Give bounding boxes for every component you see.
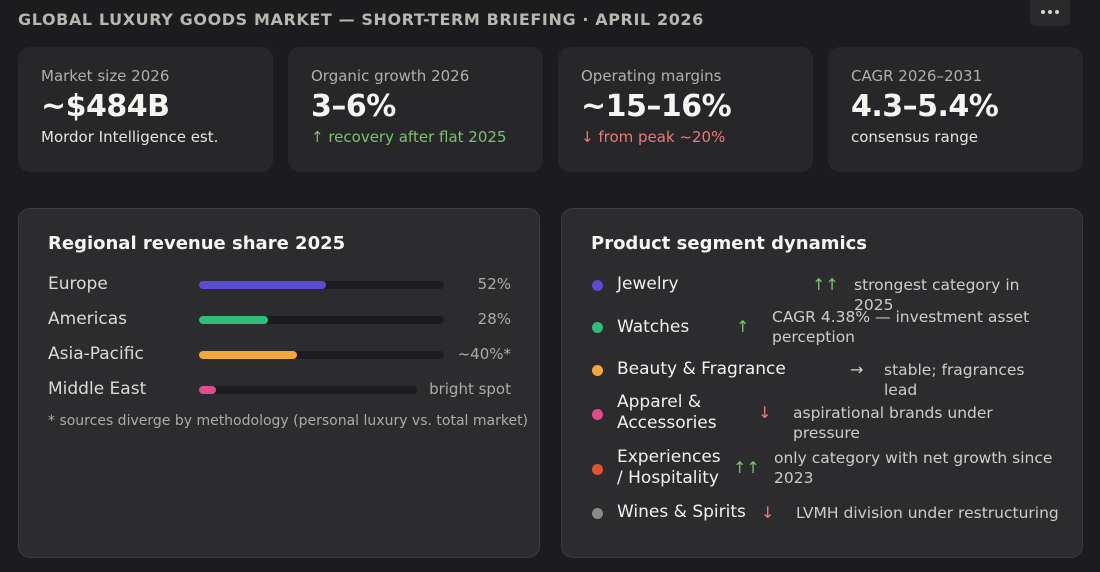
kpi-value: ~$484B [41, 89, 170, 124]
segment-note: only category with net growth since 2023 [774, 449, 1053, 487]
regional-footnote: * sources diverge by methodology (person… [48, 413, 529, 429]
kpi-note: consensus range [851, 128, 979, 146]
trend-flat-icon: → [850, 360, 864, 379]
kpi-card-market-size: Market size 2026 ~$484B Mordor Intellige… [18, 47, 273, 172]
trend-up-icon: ↑↑ [733, 458, 760, 477]
kpi-note-up: ↑ recovery after flat 2025 [311, 128, 507, 146]
segment-name: Watches [617, 317, 690, 337]
region-row-middle-east: Middle East bright spot [48, 379, 511, 401]
segment-row-wines-spirits: Wines & Spirits ↓ LVMH division under re… [591, 502, 1059, 524]
kpi-note: Mordor Intelligence est. [41, 128, 219, 146]
trend-up-icon: ↑↑ [812, 275, 839, 294]
regional-share-panel: Regional revenue share 2025 Europe 52% A… [18, 208, 540, 558]
kpi-value: 4.3–5.4% [851, 89, 999, 124]
region-bar-track [199, 351, 444, 359]
segment-name: Wines & Spirits [617, 502, 746, 522]
region-name: Europe [48, 274, 108, 294]
segment-dot [592, 464, 603, 475]
region-value: ~40%* [457, 345, 511, 363]
segment-note: CAGR 4.38% — investment asset perception [772, 308, 1030, 346]
region-value: 28% [477, 310, 511, 328]
segment-name: Beauty & Fragrance [617, 359, 786, 379]
segment-note: stable; fragrances lead [884, 361, 1025, 399]
region-bar-fill [199, 316, 268, 324]
region-row-europe: Europe 52% [48, 274, 511, 296]
region-bar-track [199, 386, 417, 394]
segment-dynamics-panel: Product segment dynamics Jewelry ↑↑ stro… [561, 208, 1083, 558]
segment-name: Experiences / Hospitality [617, 447, 721, 488]
ellipsis-icon [1041, 10, 1059, 14]
kpi-label: CAGR 2026–2031 [851, 67, 983, 85]
region-bar-fill [199, 351, 297, 359]
segment-panel-title: Product segment dynamics [591, 233, 868, 254]
page-title: GLOBAL LUXURY GOODS MARKET — SHORT-TERM … [18, 10, 704, 29]
trend-down-icon: ↓ [761, 503, 775, 522]
kpi-card-operating-margins: Operating margins ~15–16% ↓ from peak ~2… [558, 47, 813, 172]
kpi-value: 3–6% [311, 89, 396, 124]
trend-down-icon: ↓ [758, 403, 772, 422]
region-row-asia-pacific: Asia-Pacific ~40%* [48, 344, 511, 366]
kpi-label: Operating margins [581, 67, 722, 85]
segment-dot [592, 365, 603, 376]
kpi-note-down: ↓ from peak ~20% [581, 128, 726, 146]
segment-dot [592, 280, 603, 291]
region-bar-track [199, 316, 444, 324]
segment-note: LVMH division under restructuring [796, 504, 1059, 522]
segment-name: Apparel & Accessories [617, 392, 717, 433]
segment-row-jewelry: Jewelry ↑↑ strongest category in 2025 [591, 274, 1055, 314]
trend-up-icon: ↑ [736, 317, 750, 336]
segment-row-experiences-hospitality: Experiences / Hospitality ↑↑ only catego… [591, 447, 1055, 491]
segment-dot [592, 322, 603, 333]
region-bar-fill [199, 386, 217, 394]
kpi-card-organic-growth: Organic growth 2026 3–6% ↑ recovery afte… [288, 47, 543, 172]
segment-note: aspirational brands under pressure [793, 404, 993, 442]
segment-row-watches: Watches ↑ CAGR 4.38% — investment asset … [591, 307, 1055, 349]
region-bar-track [199, 281, 444, 289]
region-name: Middle East [48, 379, 147, 399]
segment-row-apparel-accessories: Apparel & Accessories ↓ aspirational bra… [591, 392, 1055, 442]
kpi-value: ~15–16% [581, 89, 732, 124]
region-value: 52% [477, 275, 511, 293]
region-bar-fill [199, 281, 327, 289]
more-options-button[interactable] [1030, 0, 1070, 26]
region-name: Asia-Pacific [48, 344, 144, 364]
kpi-card-cagr: CAGR 2026–2031 4.3–5.4% consensus range [828, 47, 1083, 172]
region-value: bright spot [429, 380, 511, 398]
segment-note: strongest category in 2025 [854, 276, 1020, 314]
kpi-label: Organic growth 2026 [311, 67, 470, 85]
segment-row-beauty-fragrance: Beauty & Fragrance → stable; fragrances … [591, 359, 1055, 399]
region-name: Americas [48, 309, 127, 329]
segment-name: Jewelry [617, 274, 679, 294]
region-row-americas: Americas 28% [48, 309, 511, 331]
segment-dot [592, 508, 603, 519]
regional-panel-title: Regional revenue share 2025 [48, 233, 346, 254]
segment-dot [592, 409, 603, 420]
kpi-label: Market size 2026 [41, 67, 170, 85]
